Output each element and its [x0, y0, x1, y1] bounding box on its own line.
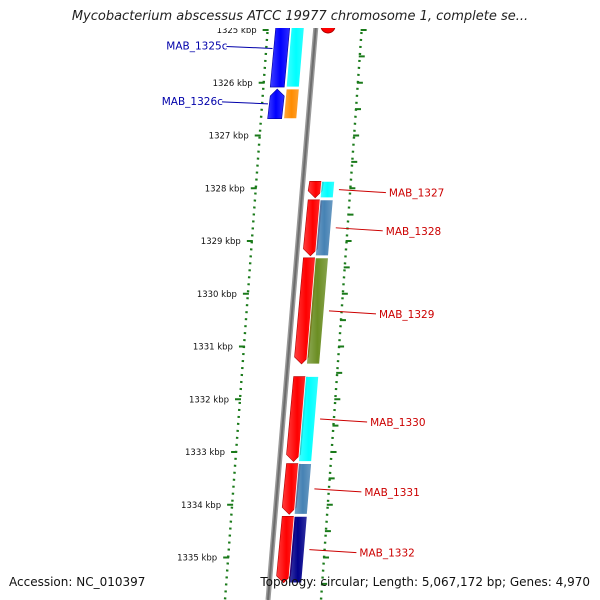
gene-label: MAB_1329: [379, 309, 434, 321]
gene-cog-band: [306, 257, 329, 365]
tick-label: 1332 kbp: [189, 395, 229, 405]
outer-tick-ring: [319, 28, 363, 600]
gene-strand-arrow: [267, 88, 285, 119]
map-title: Mycobacterium abscessus ATCC 19977 chrom…: [71, 9, 529, 24]
tick-label: 1329 kbp: [201, 237, 241, 247]
gene-cog-band: [293, 463, 312, 515]
accession-text: Accession: NC_010397: [9, 575, 146, 589]
gene-leader-line: [335, 227, 383, 232]
gene-label: MAB_1328: [386, 226, 441, 238]
tick-label: 1334 kbp: [181, 501, 221, 511]
tick-label: 1333 kbp: [185, 448, 225, 458]
gene-leader-line: [320, 418, 368, 423]
backbone-core: [267, 28, 317, 600]
gene-label: MAB_1332: [359, 548, 414, 560]
inner-tick-ring: [223, 28, 269, 600]
gene-leader-line: [221, 101, 268, 105]
gene-label: MAB_1327: [389, 188, 444, 200]
map-area: 1325 kbp 1326 kbp 1327 kbp 1328 kbp 1329 kbp…: [162, 26, 444, 600]
gene-label: MAB_1331: [364, 487, 419, 499]
position-marker: [320, 28, 336, 34]
gene-leader-line: [309, 549, 357, 554]
tick-label: 1326 kbp: [213, 79, 253, 89]
tick-label: 1330 kbp: [197, 290, 237, 300]
tick-label: 1328 kbp: [205, 184, 245, 194]
tick-label: 1327 kbp: [209, 132, 249, 142]
gene-cog-band: [283, 88, 300, 120]
gene-leader-line: [328, 310, 376, 315]
tick-label: 1335 kbp: [177, 554, 217, 564]
gene-cog-band: [285, 28, 305, 88]
gene-leader-line: [226, 45, 273, 49]
gene-cog-band: [288, 515, 308, 584]
gene-label: MAB_1330: [370, 417, 425, 429]
gene-cog-band: [314, 199, 334, 257]
gene-cog-band: [319, 180, 336, 199]
topology-summary: Topology: circular; Length: 5,067,172 bp…: [260, 575, 590, 589]
gene-label: MAB_1326c: [162, 96, 223, 108]
gene-label: MAB_1325c: [166, 40, 227, 52]
tick-label: 1331 kbp: [193, 343, 233, 353]
gene-strand-arrow: [269, 28, 291, 88]
gene-leader-line: [338, 189, 386, 194]
gene-cog-band: [298, 376, 320, 462]
gene-leader-line: [314, 488, 362, 493]
tick-label: 1325 kbp: [217, 26, 257, 36]
